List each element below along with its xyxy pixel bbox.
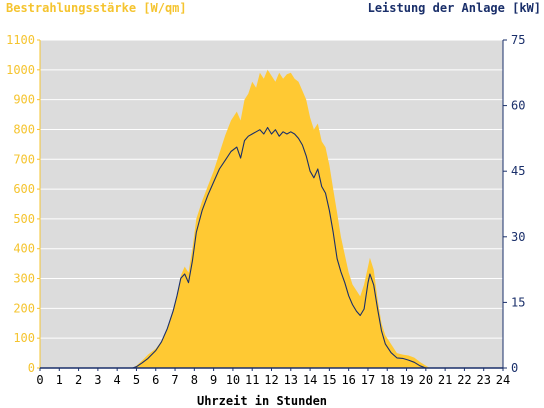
irradiance-area xyxy=(40,69,503,369)
x-tick-label: 4 xyxy=(114,373,121,387)
x-tick-label: 1 xyxy=(56,373,63,387)
left-tick-label: 300 xyxy=(13,272,35,286)
x-tick-label: 0 xyxy=(36,373,43,387)
x-tick-label: 2 xyxy=(75,373,82,387)
x-axis-title: Uhrzeit in Stunden xyxy=(197,394,327,408)
x-tick-label: 13 xyxy=(284,373,298,387)
x-tick-label: 7 xyxy=(171,373,178,387)
x-tick-label: 15 xyxy=(322,373,336,387)
x-tick-label: 24 xyxy=(496,373,510,387)
right-tick-label: 45 xyxy=(511,164,525,178)
right-tick-label: 30 xyxy=(511,230,525,244)
tick-labels: 0100200300400500600700800900100011000153… xyxy=(6,33,525,387)
x-tick-label: 18 xyxy=(380,373,394,387)
x-tick-label: 3 xyxy=(94,373,101,387)
left-tick-label: 900 xyxy=(13,93,35,107)
right-axis-title: Leistung der Anlage [kW] xyxy=(368,1,541,15)
irradiance-area-layer xyxy=(40,69,503,369)
x-tick-label: 12 xyxy=(264,373,278,387)
x-tick-label: 11 xyxy=(245,373,259,387)
left-tick-label: 500 xyxy=(13,212,35,226)
left-tick-label: 800 xyxy=(13,122,35,136)
x-tick-label: 8 xyxy=(191,373,198,387)
left-tick-label: 700 xyxy=(13,152,35,166)
x-tick-label: 5 xyxy=(133,373,140,387)
x-tick-label: 23 xyxy=(476,373,490,387)
left-tick-label: 400 xyxy=(13,242,35,256)
left-tick-label: 1000 xyxy=(6,63,35,77)
left-tick-label: 600 xyxy=(13,182,35,196)
right-tick-label: 0 xyxy=(511,361,518,375)
x-tick-label: 16 xyxy=(341,373,355,387)
left-axis-title: Bestrahlungsstärke [W/qm] xyxy=(6,1,187,15)
x-tick-label: 17 xyxy=(361,373,375,387)
left-tick-label: 200 xyxy=(13,301,35,315)
right-tick-label: 75 xyxy=(511,33,525,47)
x-tick-label: 20 xyxy=(419,373,433,387)
left-tick-label: 100 xyxy=(13,331,35,345)
x-tick-label: 19 xyxy=(399,373,413,387)
right-tick-label: 15 xyxy=(511,295,525,309)
x-tick-label: 21 xyxy=(438,373,452,387)
right-tick-label: 60 xyxy=(511,99,525,113)
x-tick-label: 10 xyxy=(226,373,240,387)
left-tick-label: 0 xyxy=(28,361,35,375)
x-tick-label: 14 xyxy=(303,373,317,387)
power-line-layer xyxy=(40,126,503,369)
x-tick-label: 9 xyxy=(210,373,217,387)
x-tick-label: 6 xyxy=(152,373,159,387)
axes xyxy=(37,39,507,371)
power-line xyxy=(40,126,503,369)
left-tick-label: 1100 xyxy=(6,33,35,47)
x-tick-label: 22 xyxy=(457,373,471,387)
